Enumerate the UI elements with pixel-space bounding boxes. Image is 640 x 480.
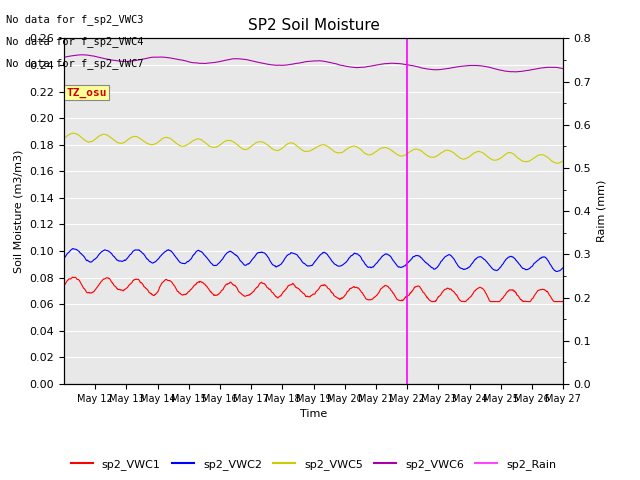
- Text: No data for f_sp2_VWC3: No data for f_sp2_VWC3: [6, 14, 144, 25]
- Legend: sp2_VWC1, sp2_VWC2, sp2_VWC5, sp2_VWC6, sp2_Rain: sp2_VWC1, sp2_VWC2, sp2_VWC5, sp2_VWC6, …: [67, 455, 561, 474]
- Text: No data for f_sp2_VWC4: No data for f_sp2_VWC4: [6, 36, 144, 47]
- X-axis label: Time: Time: [300, 409, 327, 419]
- Y-axis label: Soil Moisture (m3/m3): Soil Moisture (m3/m3): [14, 149, 24, 273]
- Text: TZ_osu: TZ_osu: [67, 87, 107, 97]
- Text: No data for f_sp2_VWC7: No data for f_sp2_VWC7: [6, 58, 144, 69]
- Y-axis label: Raim (mm): Raim (mm): [597, 180, 607, 242]
- Title: SP2 Soil Moisture: SP2 Soil Moisture: [248, 18, 380, 33]
